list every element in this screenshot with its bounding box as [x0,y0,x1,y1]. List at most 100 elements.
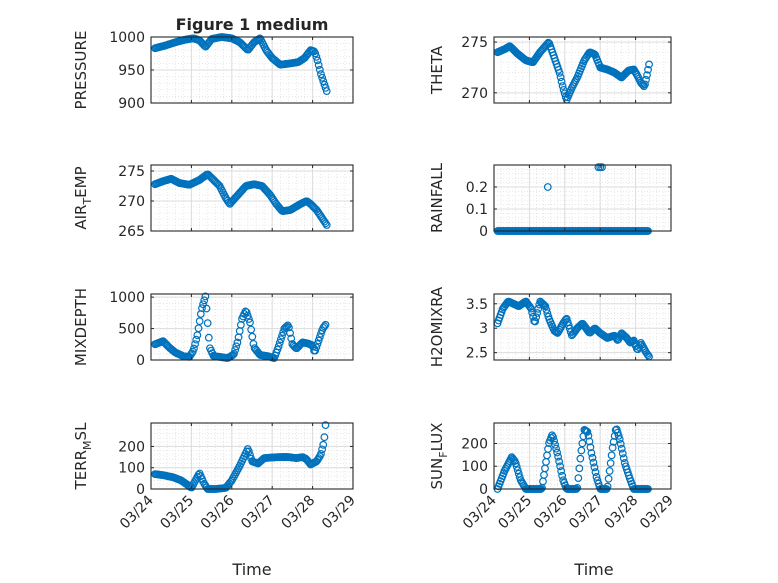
y-tick-label: 0 [479,482,488,498]
data-point [643,71,651,80]
data-point [318,445,327,454]
data-point [557,467,566,475]
data-point [313,339,322,348]
data-point [281,323,290,332]
data-point [558,82,567,90]
data-point [551,440,559,449]
y-tick-label: 270 [461,86,488,102]
axes-frame [150,164,354,232]
data-point [578,439,587,448]
plot-area [494,165,671,231]
data-point [592,472,601,481]
data-point [588,453,597,462]
y-axis-label: THETA [428,45,446,95]
subplot-theta: 270 275 THETA [428,35,672,104]
subplot-rainfall: 0 0.1 0.2 RAINFALL [428,162,672,240]
data-point [231,346,240,354]
data-point [287,334,296,343]
axes-frame [493,164,672,232]
data-point [201,292,210,301]
y-tick-label: 0.2 [466,180,488,196]
data-point [584,431,593,440]
data-point [248,332,257,341]
data-point [583,427,592,436]
data-point [528,308,537,317]
y-axis-label: TERRMSL [72,422,94,491]
data-point [322,87,331,96]
data-point [549,433,557,441]
subplot-air-temp: 265 270 275 AIRTEMP [72,164,354,240]
data-point [558,471,567,480]
data-point [322,221,331,229]
data-point [244,315,253,323]
data-point [617,444,626,453]
data-point [241,307,250,316]
y-axis-label: MIXDEPTH [72,288,90,366]
data-point [246,318,254,327]
y-tick-label: 1000 [109,30,145,46]
data-point [312,343,321,352]
data-point [555,68,564,77]
x-axis-label-left: Time [231,560,271,579]
data-point [286,329,294,337]
data-point [314,61,323,70]
y-tick-label: 0 [136,482,145,498]
data-point [591,468,600,476]
data-point [616,440,625,448]
y-tick-label: 270 [118,194,145,210]
data-point [589,458,598,467]
y-tick-label: 275 [461,35,488,51]
y-tick-label: 265 [118,224,145,240]
data-point [232,342,241,351]
data-point [544,38,553,47]
data-point [512,462,521,471]
data-point [555,457,564,466]
data-point [586,443,595,452]
data-point [557,77,566,86]
data-point [198,304,206,313]
data-point [319,77,328,86]
figure-title: Figure 1 medium [176,15,329,34]
data-point [618,449,627,458]
data-point [321,320,330,329]
data-point [203,319,212,328]
y-tick-label: 3 [479,321,488,337]
data-point [314,336,323,345]
data-point [233,338,242,347]
data-point [641,80,649,89]
y-tick-label: 950 [118,63,145,79]
y-axis-label: SUNFLUX [428,423,450,490]
data-point [277,335,285,344]
data-point [315,333,324,342]
data-point [311,346,320,355]
y-tick-label: 900 [118,96,145,112]
data-series-air-temp [151,170,331,229]
data-point [575,464,584,473]
axes-frame [493,293,672,361]
subplot-pressure: 900 950 1000 PRESSURE [72,30,354,112]
data-point [311,49,320,58]
y-axis-label: AIRTEMP [72,166,94,229]
y-tick-label: 275 [118,164,145,180]
data-point [544,445,552,453]
data-point [638,79,646,88]
data-point [244,447,253,456]
axes-frame [150,422,354,490]
axes-frame [493,36,672,104]
y-axis-label: RAINFALL [428,162,446,233]
data-point [318,73,327,82]
data-point [552,444,560,453]
data-point [556,73,565,82]
data-point [542,305,551,314]
data-series-pressure [151,33,331,96]
data-point [195,317,204,326]
data-point [587,449,596,457]
data-point [187,349,196,358]
major-grid [493,165,672,232]
data-point [642,75,650,84]
data-point [313,56,322,65]
data-point [511,459,520,468]
data-point [534,304,543,313]
data-point [247,325,256,334]
y-tick-label: 0 [479,224,488,240]
